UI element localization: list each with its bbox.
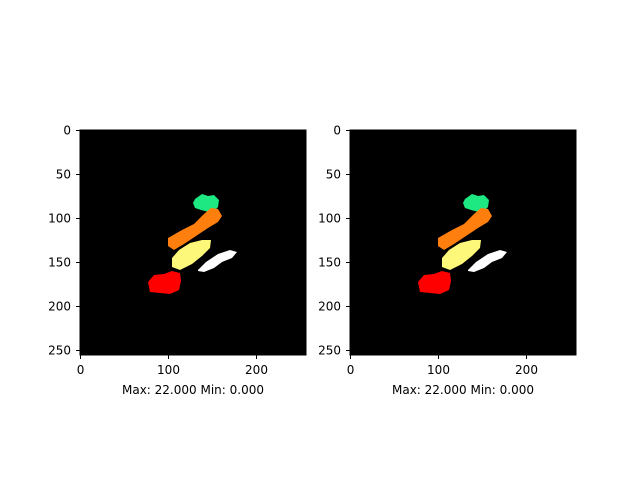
blob-red [418, 271, 451, 294]
y-axis: 0 50 100 150 200 250 [318, 124, 350, 358]
y-tick-label: 250 [318, 344, 341, 358]
segmentation-blobs [148, 194, 237, 294]
blob-orange [168, 208, 222, 250]
y-tick-label: 150 [318, 256, 341, 270]
panel-caption: Max: 22.000 Min: 0.000 [122, 383, 264, 397]
x-tick-label: 200 [515, 363, 538, 377]
panel-left: 0 50 100 150 200 250 0 100 200 Max: 22.0… [48, 124, 307, 397]
x-tick-label: 0 [347, 363, 355, 377]
blob-white [198, 250, 237, 272]
x-tick-label: 100 [427, 363, 450, 377]
y-tick-label: 150 [48, 256, 71, 270]
y-tick-label: 50 [326, 168, 341, 182]
panel-caption: Max: 22.000 Min: 0.000 [392, 383, 534, 397]
segmentation-blobs [418, 194, 507, 294]
blob-orange [438, 208, 492, 250]
x-axis: 0 100 200 [347, 355, 538, 377]
panel-right: 0 50 100 150 200 250 0 100 200 Max: 22.0… [318, 124, 577, 397]
x-axis: 0 100 200 [77, 355, 268, 377]
y-tick-label: 50 [56, 168, 71, 182]
blob-green [193, 194, 219, 212]
x-tick-label: 100 [157, 363, 180, 377]
blob-yellow [442, 240, 481, 270]
y-tick-label: 200 [318, 300, 341, 314]
blob-yellow [172, 240, 211, 270]
blob-red [148, 271, 181, 294]
y-tick-label: 0 [63, 124, 71, 138]
y-tick-label: 100 [318, 212, 341, 226]
y-tick-label: 100 [48, 212, 71, 226]
x-tick-label: 200 [245, 363, 268, 377]
y-tick-label: 250 [48, 344, 71, 358]
y-axis: 0 50 100 150 200 250 [48, 124, 80, 358]
blob-white [468, 250, 507, 272]
x-tick-label: 0 [77, 363, 85, 377]
y-tick-label: 200 [48, 300, 71, 314]
y-tick-label: 0 [333, 124, 341, 138]
blob-green [463, 194, 489, 212]
